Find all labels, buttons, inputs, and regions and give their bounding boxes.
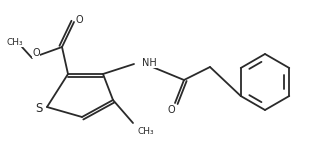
Text: NH: NH: [142, 58, 157, 68]
Text: S: S: [35, 101, 43, 115]
Text: O: O: [75, 15, 83, 25]
Text: O: O: [167, 105, 175, 115]
Text: O: O: [32, 48, 40, 58]
Text: CH₃: CH₃: [7, 37, 23, 47]
Text: CH₃: CH₃: [137, 127, 154, 136]
